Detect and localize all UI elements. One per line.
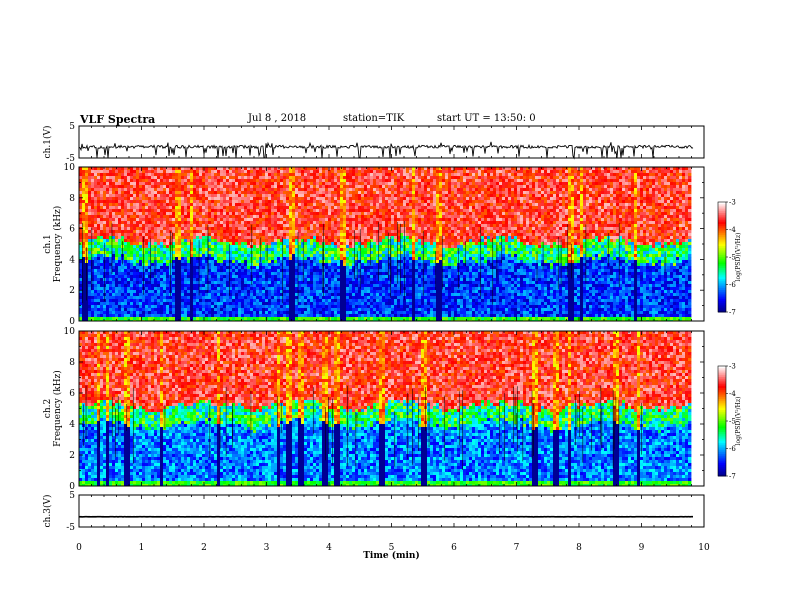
colorbar-tick-label: -3 (729, 199, 736, 207)
axes-frame-ch1-waveform: 5-5ch.1(V) (42, 122, 704, 164)
x-tick-label: 9 (639, 543, 645, 553)
y-tick-label: 8 (69, 194, 75, 204)
colorbar-tick-label: -7 (729, 473, 736, 481)
y-tick-label: 4 (69, 420, 75, 430)
x-tick-label: 4 (326, 543, 332, 553)
y-tick-label: 2 (69, 286, 75, 296)
x-tick-label: 7 (514, 543, 520, 553)
y-tick-label: 8 (69, 358, 75, 368)
y-axis-label: ch.1(V) (42, 126, 53, 159)
y-tick-label: 0 (69, 317, 75, 327)
y-axis-label: Frequency (kHz) (52, 370, 63, 447)
x-tick-label: 6 (451, 543, 457, 553)
y-tick-label: 5 (69, 491, 75, 501)
y-axis-label-channel: ch.1 (43, 234, 53, 253)
colorbar-label: log(PSD)(V²/Hz) (735, 233, 742, 282)
y-axis-label: Frequency (kHz) (52, 206, 63, 283)
x-tick-label: 3 (264, 543, 270, 553)
y-tick-label: 6 (69, 389, 75, 399)
x-tick-label: 8 (576, 543, 582, 553)
x-tick-label: 2 (201, 543, 207, 553)
x-axis-label: Time (min) (363, 550, 420, 561)
spectrogram-ch2 (79, 331, 691, 486)
y-tick-label: 5 (69, 122, 75, 132)
x-tick-label: 1 (139, 543, 145, 553)
y-tick-label: 6 (69, 225, 75, 235)
axes-frame-ch3-waveform: 5 -5 ch.3(V) (42, 491, 704, 533)
colorbar-label: log(PSD)(V²/Hz) (735, 397, 742, 446)
y-axis-label: ch.3(V) (42, 495, 53, 528)
y-tick-label: 10 (64, 163, 76, 173)
y-tick-label: -5 (66, 523, 75, 533)
y-tick-label: 2 (69, 451, 75, 461)
y-axis-label-channel: ch.2 (43, 399, 53, 418)
colorbar-tick-label: -3 (729, 363, 736, 371)
x-tick-label: 10 (698, 543, 710, 553)
waveform-line-ch1 (79, 142, 693, 158)
y-tick-label: 10 (64, 327, 76, 337)
colorbar-tick-label: -7 (729, 309, 736, 317)
x-tick-label: 0 (76, 543, 82, 553)
spectrogram-ch1 (79, 167, 691, 321)
y-tick-label: 4 (69, 255, 75, 265)
